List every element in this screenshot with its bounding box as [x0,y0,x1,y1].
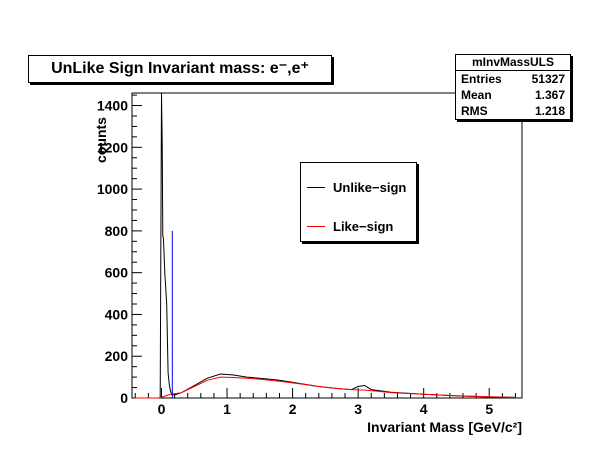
series-line-0 [135,92,516,399]
legend-swatch-like [307,226,325,227]
plot-frame [131,92,523,399]
x-tick-label: 5 [485,401,493,417]
x-tick-label: 2 [289,401,297,417]
plot-area: 0 200 400 600 800 1000 1200 1400 0 1 2 3 4 5 [97,92,523,417]
stats-name: mInvMassULS [456,55,570,71]
stats-value: 1.218 [534,104,565,118]
chart-title: UnLike Sign Invariant mass: e⁻,e⁺ [28,55,332,83]
legend-entry-unlike: Unlike−sign [307,179,417,197]
stats-value: 51327 [531,72,565,86]
y-tick-label: 1200 [97,139,128,155]
y-tick-label: 400 [105,306,129,322]
stats-label: RMS [461,104,488,118]
legend-entry-like: Like−sign [307,218,417,236]
x-axis-label: Invariant Mass [GeV/c²] [367,419,522,435]
x-tick-label: 1 [223,401,231,417]
y-tick-label: 0 [120,390,128,406]
y-axis-label: counts [93,117,109,163]
stats-row-rms: RMS 1.218 [456,103,570,119]
y-tick-label: 1000 [97,181,128,197]
legend: Unlike−sign Like−sign [300,162,417,242]
legend-label-unlike: Unlike−sign [333,180,407,195]
stats-value: 1.367 [534,88,565,102]
x-tick-label: 3 [354,401,362,417]
legend-label-like: Like−sign [333,219,394,234]
y-tick-label: 600 [105,265,129,281]
y-tick-label: 1400 [97,98,128,114]
y-tick-label: 800 [105,223,129,239]
y-tick-label: 200 [105,348,129,364]
stats-box: mInvMassULS Entries 51327 Mean 1.367 RMS… [455,54,571,120]
legend-swatch-unlike [307,187,325,188]
stats-row-mean: Mean 1.367 [456,87,570,103]
series-line-1 [135,376,516,399]
stats-row-entries: Entries 51327 [456,71,570,87]
stats-label: Entries [461,72,502,86]
stats-label: Mean [461,88,492,102]
x-tick-label: 4 [420,401,428,417]
x-tick-label: 0 [158,401,166,417]
